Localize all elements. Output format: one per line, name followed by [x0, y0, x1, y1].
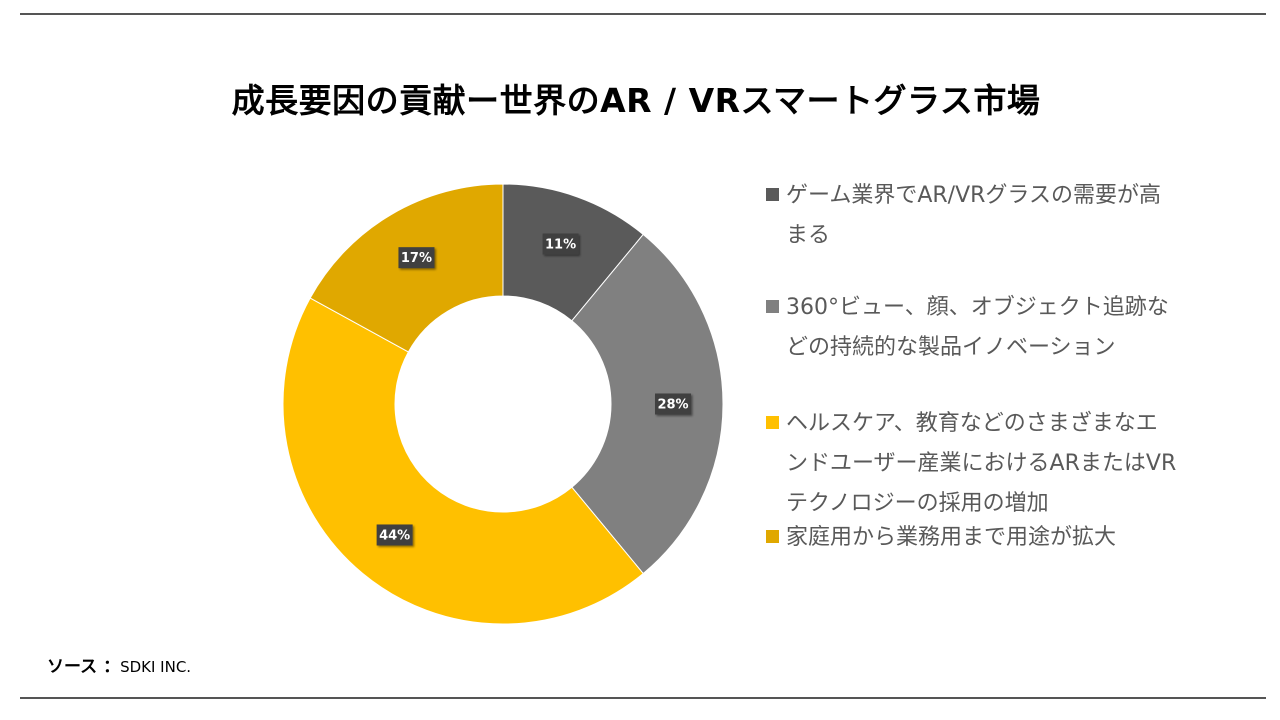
legend-swatch-adoption [766, 416, 779, 429]
source-value: SDKI INC. [120, 658, 192, 676]
data-label-expansion: 17% [401, 251, 432, 266]
legend-label-adoption: ヘルスケア、教育などのさまざまなエ ンドユーザー産業におけるARまたはVR テク… [786, 411, 1177, 516]
data-label-box-game [542, 233, 579, 255]
data-labels: 11% 28% 44% 17% [376, 233, 691, 546]
legend-item-expansion: 家庭用から業務用まで用途が拡大 [766, 518, 1236, 558]
legend-label-game: ゲーム業界でAR/VRグラスの需要が高 まる [786, 183, 1161, 248]
legend-item-adoption: ヘルスケア、教育などのさまざまなエ ンドユーザー産業におけるARまたはVR テク… [766, 404, 1236, 524]
data-label-game: 11% [545, 238, 576, 253]
top-rule [20, 13, 1266, 15]
donut-chart: 11% 28% 44% 17% [282, 183, 724, 625]
data-label-adoption: 44% [379, 528, 410, 543]
legend-swatch-expansion [766, 530, 779, 543]
donut-slices [282, 183, 724, 625]
data-label-box-adoption [376, 524, 413, 546]
legend-item-game: ゲーム業界でAR/VRグラスの需要が高 まる [766, 176, 1236, 256]
chart-title: 成長要因の貢献ー世界のAR / VRスマートグラス市場 [231, 81, 1041, 120]
data-label-innovation: 28% [657, 398, 688, 413]
data-label-box-expansion [398, 247, 435, 269]
legend-swatch-game [766, 188, 779, 201]
legend-item-innovation: 360°ビュー、顔、オブジェクト追跡な どの持続的な製品イノベーション [766, 288, 1236, 368]
legend-label-expansion: 家庭用から業務用まで用途が拡大 [786, 525, 1117, 550]
source-label: ソース ： [47, 657, 121, 677]
donut-slice-innovation [571, 233, 724, 575]
bottom-rule [20, 697, 1266, 699]
legend-swatch-innovation [766, 300, 779, 313]
legend-label-innovation: 360°ビュー、顔、オブジェクト追跡な どの持続的な製品イノベーション [786, 295, 1169, 360]
source-note: ソース ：SDKI INC. [47, 652, 191, 677]
donut-slice-adoption [282, 297, 644, 625]
data-label-box-innovation [655, 393, 691, 415]
